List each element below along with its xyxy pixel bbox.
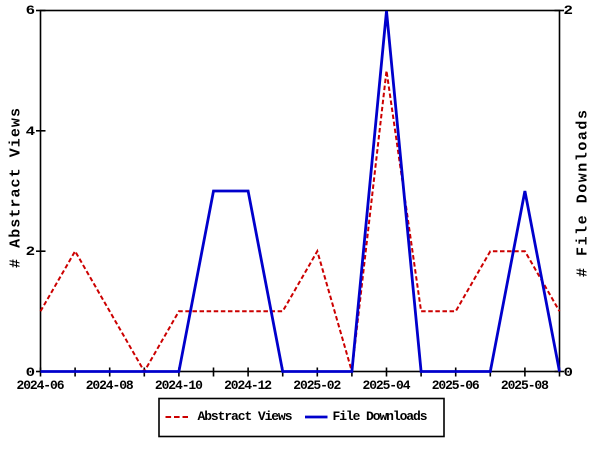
svg-text:File Downloads: File Downloads xyxy=(333,409,428,424)
svg-text:0: 0 xyxy=(26,365,36,380)
svg-text:2025-08: 2025-08 xyxy=(501,378,549,393)
svg-text:2025-02: 2025-02 xyxy=(293,378,341,393)
svg-text:2024-06: 2024-06 xyxy=(17,378,65,393)
svg-text:2024-12: 2024-12 xyxy=(224,378,272,393)
svg-text:2025-04: 2025-04 xyxy=(363,378,411,393)
svg-text:4: 4 xyxy=(26,124,36,139)
svg-text:2024-08: 2024-08 xyxy=(86,378,134,393)
svg-text:2: 2 xyxy=(26,244,36,259)
svg-text:0: 0 xyxy=(564,365,574,380)
svg-text:Abstract Views: Abstract Views xyxy=(198,409,293,424)
svg-text:# Abstract Views: # Abstract Views xyxy=(8,108,25,268)
svg-text:2024-10: 2024-10 xyxy=(155,378,203,393)
svg-text:# File Downloads: # File Downloads xyxy=(575,110,592,277)
svg-text:6: 6 xyxy=(26,3,36,18)
svg-text:2025-06: 2025-06 xyxy=(432,378,480,393)
svg-text:2: 2 xyxy=(564,3,574,18)
